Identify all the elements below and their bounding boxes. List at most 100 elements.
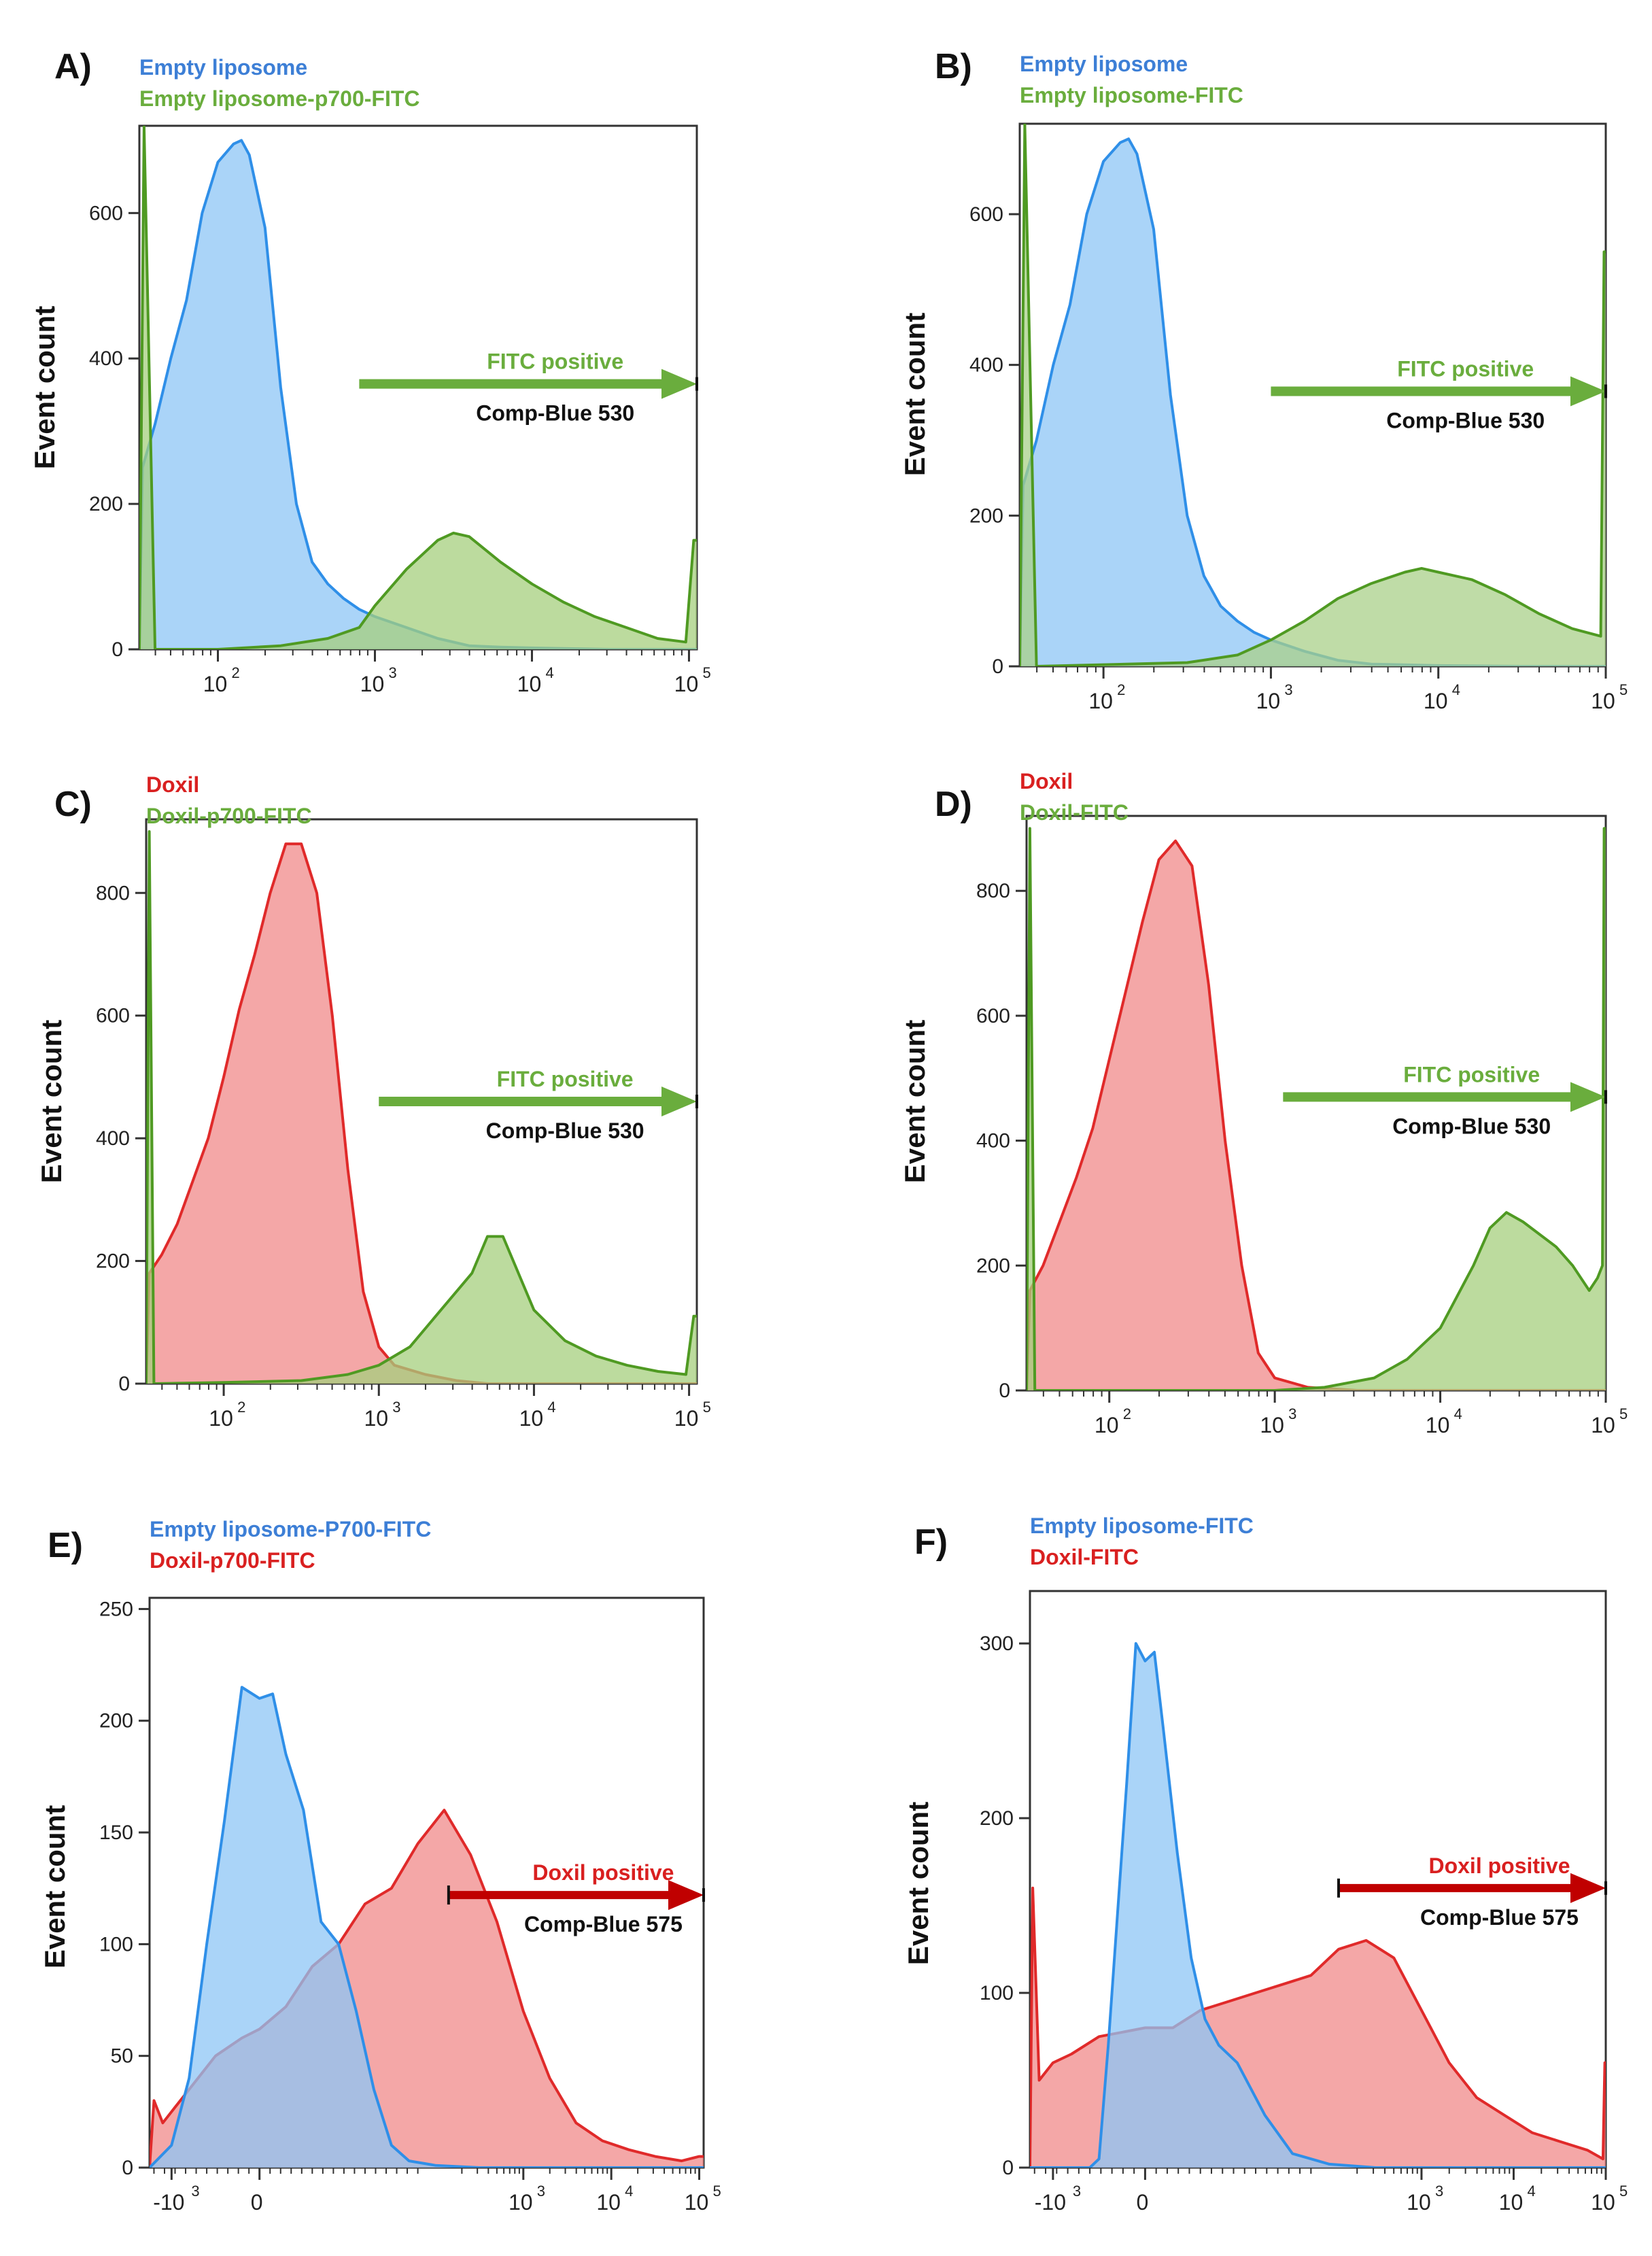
y-tick-label: 600 xyxy=(976,1005,1010,1027)
x-minor-ticks xyxy=(161,1384,683,1390)
legend-entry: Doxil xyxy=(1020,769,1073,793)
panel-label: A) xyxy=(54,47,92,86)
x-minor-ticks xyxy=(1033,2168,1602,2174)
y-axis-label: Event count xyxy=(39,1805,71,1968)
y-tick-label: 200 xyxy=(976,1254,1010,1277)
gate-channel-label: Comp-Blue 530 xyxy=(1386,408,1545,432)
panel-label: B) xyxy=(935,47,972,86)
legend-entry: Empty liposome-FITC xyxy=(1020,83,1243,107)
x-tick-exponent: 3 xyxy=(1435,2183,1443,2200)
x-tick-exponent: 2 xyxy=(237,1399,245,1416)
gate-arrow xyxy=(1271,376,1607,407)
y-axis-label: Event count xyxy=(902,1802,934,1965)
x-tick-exponent: 4 xyxy=(547,1399,555,1416)
y-tick-label: 400 xyxy=(89,347,123,370)
x-tick-label: 10 xyxy=(596,2190,621,2215)
gate-label: FITC positive xyxy=(1403,1062,1540,1087)
x-minor-ticks xyxy=(153,2168,696,2174)
x-tick-label: 10 xyxy=(1088,689,1113,713)
gate-label: FITC positive xyxy=(487,349,623,374)
series-area-empty-liposome-p700-fitc xyxy=(150,1687,704,2168)
x-tick-label: -10 xyxy=(153,2190,184,2215)
y-tick-label: 100 xyxy=(99,1933,133,1955)
x-tick-exponent: 2 xyxy=(231,664,239,681)
x-tick-exponent: 4 xyxy=(1452,681,1460,698)
x-tick-label: 10 xyxy=(519,1406,544,1431)
y-tick-label: 0 xyxy=(992,655,1003,678)
y-tick-label: 50 xyxy=(111,2045,133,2068)
x-tick-label: 10 xyxy=(1260,1413,1284,1437)
legend-entry: Doxil-FITC xyxy=(1030,1545,1139,1569)
x-tick-label: 10 xyxy=(1591,689,1615,713)
y-tick-label: 600 xyxy=(96,1005,130,1027)
x-tick-label: 10 xyxy=(1095,1413,1119,1437)
x-tick-label: 0 xyxy=(251,2190,263,2215)
x-tick-exponent: 2 xyxy=(1117,681,1125,698)
y-tick-label: 800 xyxy=(96,882,130,904)
x-tick-exponent: 5 xyxy=(1619,1405,1628,1422)
x-tick-label: 10 xyxy=(1591,2190,1615,2215)
x-tick-exponent: 5 xyxy=(1619,681,1628,698)
y-axis-label: Event count xyxy=(29,306,61,469)
y-tick-label: 600 xyxy=(89,202,123,224)
series-line-empty-liposome-p700-fitc xyxy=(139,126,697,649)
x-tick-exponent: 4 xyxy=(1527,2183,1535,2200)
x-tick-exponent: 3 xyxy=(1288,1405,1296,1422)
x-tick-exponent: 4 xyxy=(1454,1405,1462,1422)
gate-label: FITC positive xyxy=(497,1067,634,1091)
y-tick-label: 0 xyxy=(1002,2157,1014,2179)
series-line-empty-liposome-p700-fitc xyxy=(150,1686,704,2168)
y-tick-label: 0 xyxy=(111,638,123,661)
gate-label: FITC positive xyxy=(1397,356,1534,381)
gate-arrow xyxy=(379,1087,698,1116)
x-tick-exponent: 4 xyxy=(625,2183,633,2200)
y-tick-label: 200 xyxy=(96,1250,130,1273)
y-tick-label: 300 xyxy=(980,1633,1014,1655)
x-tick-label: 10 xyxy=(1591,1413,1615,1437)
x-tick-label: 10 xyxy=(209,1406,233,1431)
panel-label: F) xyxy=(914,1522,948,1562)
x-tick-label: 10 xyxy=(674,1406,699,1431)
y-tick-label: 200 xyxy=(980,1807,1014,1830)
series-area-doxil-fitc xyxy=(1027,828,1606,1390)
x-tick-label: 10 xyxy=(517,672,542,696)
gate-arrow xyxy=(447,1880,705,1911)
gate-arrow xyxy=(1283,1082,1607,1112)
y-tick-label: 600 xyxy=(969,203,1003,226)
panel-label: D) xyxy=(935,785,972,824)
series-area-doxil xyxy=(146,844,697,1384)
y-tick-label: 0 xyxy=(118,1373,130,1395)
y-tick-label: 400 xyxy=(976,1130,1010,1152)
gate-channel-label: Comp-Blue 575 xyxy=(524,1912,683,1936)
y-tick-label: 800 xyxy=(976,880,1010,902)
x-minor-ticks xyxy=(1042,1390,1599,1397)
series-line-doxil xyxy=(1027,839,1606,1390)
series-line-empty-liposome-fitc xyxy=(1020,124,1606,666)
x-tick-label: -10 xyxy=(1035,2190,1066,2215)
y-tick-label: 0 xyxy=(122,2157,133,2179)
x-tick-label: 10 xyxy=(360,672,385,696)
x-tick-label: 10 xyxy=(364,1406,388,1431)
gate-arrow xyxy=(359,369,698,399)
series-area-empty-liposome-fitc xyxy=(1030,1643,1606,2168)
legend-entry: Empty liposome-p700-FITC xyxy=(139,86,420,111)
gate-channel-label: Comp-Blue 575 xyxy=(1420,1905,1579,1930)
panel-label: E) xyxy=(48,1526,83,1565)
gate-arrow xyxy=(1337,1873,1607,1903)
x-tick-label: 10 xyxy=(509,2190,533,2215)
x-tick-exponent: 3 xyxy=(392,1399,400,1416)
x-tick-exponent: 4 xyxy=(545,664,553,681)
x-tick-label: 10 xyxy=(1407,2190,1431,2215)
x-tick-exponent: 3 xyxy=(191,2183,199,2200)
y-axis-label: Event count xyxy=(899,313,931,476)
x-tick-label: 10 xyxy=(685,2190,709,2215)
series-line-empty-liposome-fitc xyxy=(1030,1642,1606,2168)
legend-entry: Doxil-p700-FITC xyxy=(146,804,312,828)
series-area-empty-liposome xyxy=(139,140,697,649)
gate-channel-label: Comp-Blue 530 xyxy=(476,401,634,426)
